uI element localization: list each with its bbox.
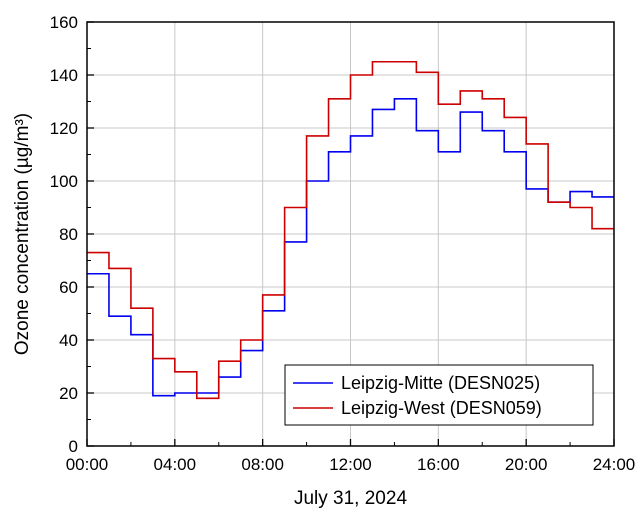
y-tick-label: 100 <box>50 172 78 191</box>
series-layer <box>87 60 614 400</box>
x-tick-label: 12:00 <box>329 455 372 474</box>
y-tick-label: 80 <box>59 225 78 244</box>
legend-label-leipzig-west: Leipzig-West (DESN059) <box>341 398 542 418</box>
series-line-leipzig-west <box>87 60 614 400</box>
y-tick-label: 60 <box>59 278 78 297</box>
y-tick-label: 20 <box>59 384 78 403</box>
axis-ticks: 0 20 40 60 80 100 120 140 160 00:00 04:00 08:00 12:0… <box>50 13 636 474</box>
legend: Leipzig-Mitte (DESN025) Leipzig-West (DE… <box>284 364 594 426</box>
legend-label-leipzig-mitte: Leipzig-Mitte (DESN025) <box>341 373 540 393</box>
y-tick-label: 120 <box>50 119 78 138</box>
y-tick-label: 140 <box>50 66 78 85</box>
series-line-leipzig-mitte <box>87 98 614 397</box>
x-tick-label: 04:00 <box>154 455 197 474</box>
x-tick-label: 24:00 <box>593 455 636 474</box>
x-tick-label: 08:00 <box>241 455 284 474</box>
legend-box <box>284 364 594 426</box>
y-tick-label: 40 <box>59 331 78 350</box>
x-axis-title: July 31, 2024 <box>294 488 407 509</box>
y-tick-label: 0 <box>69 437 78 456</box>
x-tick-label: 20:00 <box>505 455 548 474</box>
x-tick-label: 16:00 <box>417 455 460 474</box>
x-tick-label: 00:00 <box>66 455 109 474</box>
y-axis-title: Ozone concentration (µg/m³) <box>12 113 33 355</box>
y-tick-label: 160 <box>50 13 78 32</box>
